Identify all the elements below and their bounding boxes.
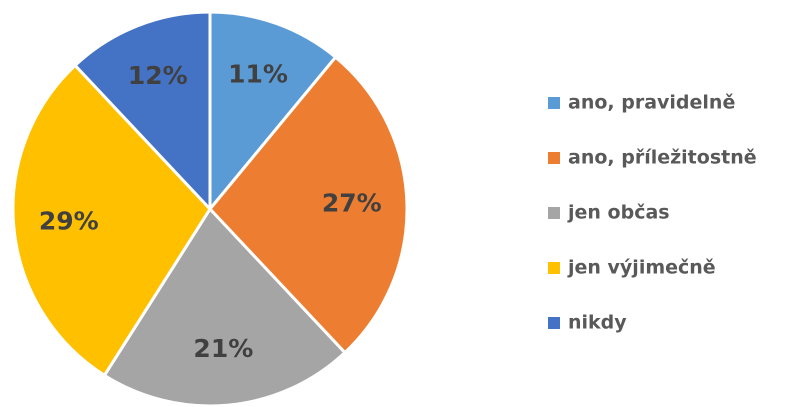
legend-label: ano, pravidelně: [568, 92, 735, 114]
pie-slice: [102, 206, 347, 407]
data-label: 21%: [193, 334, 253, 363]
legend-swatch: [548, 317, 560, 329]
data-label: 11%: [228, 60, 288, 89]
pie-slice: [11, 63, 212, 378]
legend-label: jen výjimečně: [567, 257, 716, 279]
legend-swatch: [548, 97, 560, 109]
legend-swatch: [548, 262, 560, 274]
pie-slice: [73, 10, 212, 213]
pie-slice: [208, 10, 338, 214]
legend-label: jen občas: [567, 202, 670, 224]
data-label: 29%: [39, 206, 99, 235]
legend-label: nikdy: [568, 312, 627, 334]
pie-slice: [208, 55, 409, 355]
legend-swatch: [548, 207, 560, 219]
legend-label: ano, příležitostně: [568, 147, 757, 169]
legend-swatch: [548, 152, 560, 164]
data-label: 27%: [322, 189, 382, 218]
data-label: 12%: [128, 61, 188, 90]
